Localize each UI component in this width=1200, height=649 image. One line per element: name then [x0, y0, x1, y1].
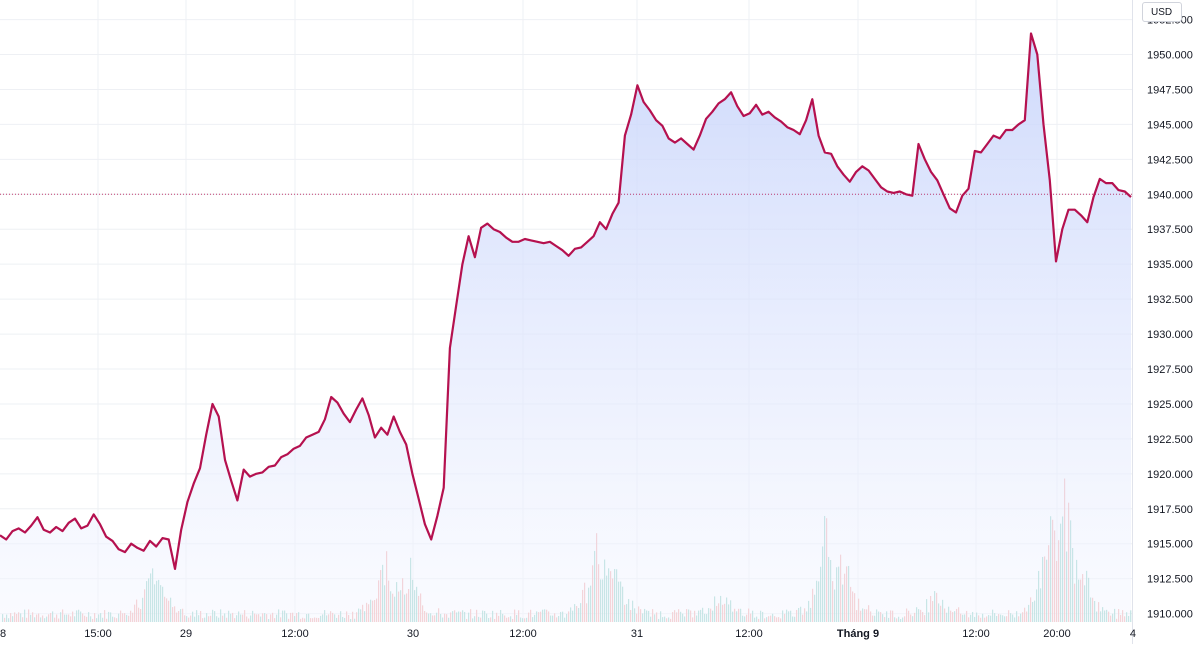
- x-tick-label: 12:00: [281, 628, 309, 640]
- y-tick-label: 1930.000: [1147, 329, 1193, 341]
- y-tick-label: 1945.000: [1147, 119, 1193, 131]
- x-tick-label: 8: [0, 628, 6, 640]
- price-series-line: [0, 32, 1132, 570]
- y-tick-label: 1915.000: [1147, 539, 1193, 551]
- x-axis: 8 15:00 29 12:00 30 12:00 31 12:00 Tháng 9 12:00 2…: [0, 628, 1136, 640]
- y-tick-label: 1910.000: [1147, 609, 1193, 621]
- y-tick-label: 1917.500: [1147, 504, 1193, 516]
- currency-selector[interactable]: USD: [1142, 2, 1182, 22]
- x-tick-label: 20:00: [1043, 628, 1071, 640]
- x-tick-label: 29: [180, 628, 192, 640]
- x-tick-label: 31: [631, 628, 643, 640]
- y-tick-label: 1950.000: [1147, 50, 1193, 62]
- y-tick-label: 1947.500: [1147, 84, 1193, 96]
- x-tick-label: 15:00: [84, 628, 112, 640]
- x-tick-label: 30: [407, 628, 419, 640]
- y-tick-label: 1925.000: [1147, 399, 1193, 411]
- y-tick-label: 1922.500: [1147, 434, 1193, 446]
- x-tick-label: 4: [1130, 628, 1136, 640]
- x-tick-label: 12:00: [509, 628, 537, 640]
- y-tick-label: 1920.000: [1147, 469, 1193, 481]
- y-tick-label: 1940.000: [1147, 189, 1193, 201]
- y-tick-label: 1932.500: [1147, 294, 1193, 306]
- price-area-fill: [0, 33, 1131, 622]
- y-tick-label: 1935.000: [1147, 259, 1193, 271]
- x-tick-label: 12:00: [735, 628, 763, 640]
- y-tick-label: 1937.500: [1147, 224, 1193, 236]
- x-tick-label: Tháng 9: [837, 628, 879, 640]
- x-tick-label: 12:00: [962, 628, 990, 640]
- price-line: [0, 32, 1132, 570]
- y-tick-label: 1927.500: [1147, 364, 1193, 376]
- y-axis: 1952.5001950.0001947.5001945.0001942.500…: [1147, 15, 1193, 621]
- y-tick-label: 1912.500: [1147, 574, 1193, 586]
- price-area: [0, 33, 1131, 622]
- y-tick-label: 1942.500: [1147, 154, 1193, 166]
